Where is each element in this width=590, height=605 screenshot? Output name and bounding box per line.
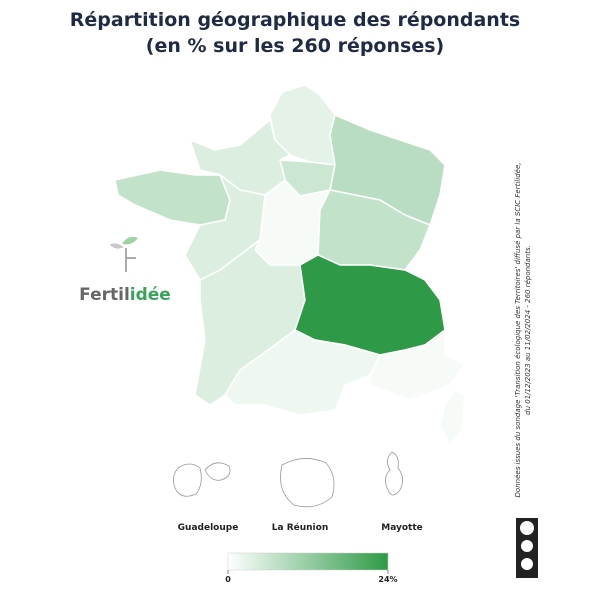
guadeloupe-outline bbox=[173, 462, 231, 497]
region bbox=[439, 389, 466, 447]
regions bbox=[114, 84, 467, 447]
inset-label: La Réunion bbox=[272, 522, 328, 533]
region bbox=[114, 169, 231, 226]
logo-leaf bbox=[110, 243, 124, 249]
scale-tick-label: 24% bbox=[378, 575, 397, 584]
scale-tick-label: 0 bbox=[225, 575, 231, 584]
reunion-outline bbox=[280, 458, 335, 508]
badge-icon bbox=[521, 540, 533, 552]
mayotte-outline bbox=[385, 451, 403, 496]
note-line: Données issues du sondage 'Transition éc… bbox=[514, 163, 522, 498]
badge-icon bbox=[520, 521, 534, 535]
region bbox=[369, 328, 467, 401]
color-scale bbox=[227, 552, 389, 571]
region bbox=[317, 189, 431, 271]
logo-stem bbox=[125, 248, 136, 272]
note-line: du 01/12/2023 au 11/02/2024 - 260 répond… bbox=[524, 245, 532, 415]
logo-part: Fertil bbox=[79, 285, 130, 305]
source-note: Données issues du sondage 'Transition éc… bbox=[514, 163, 532, 498]
logo-leaf bbox=[122, 236, 138, 245]
overseas-outlines bbox=[173, 451, 403, 508]
inset-label: Guadeloupe bbox=[178, 523, 239, 533]
license-badge bbox=[516, 518, 538, 578]
logo: Fertilidée bbox=[79, 236, 171, 305]
badge-icon bbox=[521, 558, 533, 570]
title: Répartition géographique des répondants bbox=[70, 9, 520, 31]
region bbox=[224, 329, 382, 416]
logo-part: idée bbox=[130, 285, 171, 305]
logo-text: Fertilidée bbox=[79, 285, 171, 305]
subtitle: (en % sur les 260 réponses) bbox=[146, 35, 444, 57]
inset-label: Mayotte bbox=[381, 523, 423, 533]
